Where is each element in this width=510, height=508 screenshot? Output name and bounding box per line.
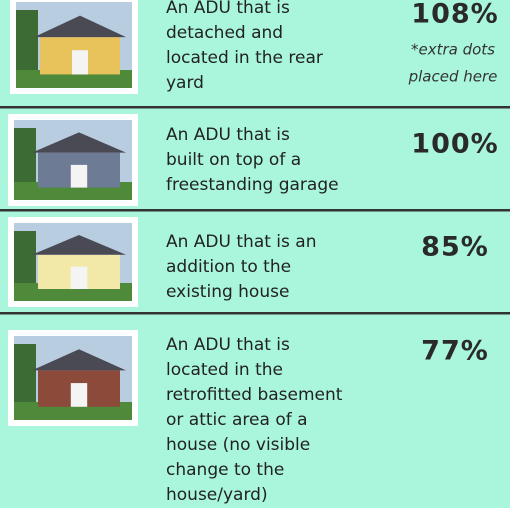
- description-line: An ADU that is: [166, 0, 290, 18]
- percentage: 85%: [421, 232, 489, 263]
- percentage: 77%: [421, 336, 489, 367]
- photo-door: [71, 165, 87, 188]
- note-line: *extra dots: [411, 41, 495, 59]
- photo-door: [72, 50, 88, 74]
- description-line: An ADU that is: [166, 335, 290, 355]
- photo: [10, 0, 138, 94]
- description-line: existing house: [166, 282, 289, 302]
- description-line: detached and: [166, 23, 283, 43]
- row-separator: [0, 209, 510, 212]
- photo: [8, 217, 138, 307]
- description-line: An ADU that is an: [166, 232, 316, 252]
- photo: [8, 330, 138, 426]
- row-separator: [0, 106, 510, 109]
- description-line: yard: [166, 73, 204, 93]
- photo-tree: [16, 10, 38, 70]
- percentage: 100%: [411, 129, 498, 160]
- description-line: located in the: [166, 360, 283, 380]
- photo-door: [71, 267, 87, 289]
- photo-tree: [14, 231, 36, 283]
- description-line: or attic area of a: [166, 410, 308, 430]
- photo-tree: [14, 128, 36, 182]
- description-line: freestanding garage: [166, 175, 339, 195]
- description-line: An ADU that is: [166, 125, 290, 145]
- description-line: house/yard): [166, 485, 268, 505]
- description-line: located in the rear: [166, 48, 323, 68]
- infographic: An ADU that is detached and located in the…: [0, 0, 510, 508]
- description-line: addition to the: [166, 257, 291, 277]
- row-separator: [0, 312, 510, 315]
- description-line: house (no visible: [166, 435, 310, 455]
- description-line: change to the: [166, 460, 284, 480]
- photo-door: [71, 383, 87, 407]
- note-line: placed here: [408, 68, 498, 86]
- description-line: retrofitted basement: [166, 385, 343, 405]
- percentage: 108%: [411, 0, 498, 30]
- description-line: built on top of a: [166, 150, 301, 170]
- photo-tree: [14, 344, 36, 402]
- photo: [8, 114, 138, 206]
